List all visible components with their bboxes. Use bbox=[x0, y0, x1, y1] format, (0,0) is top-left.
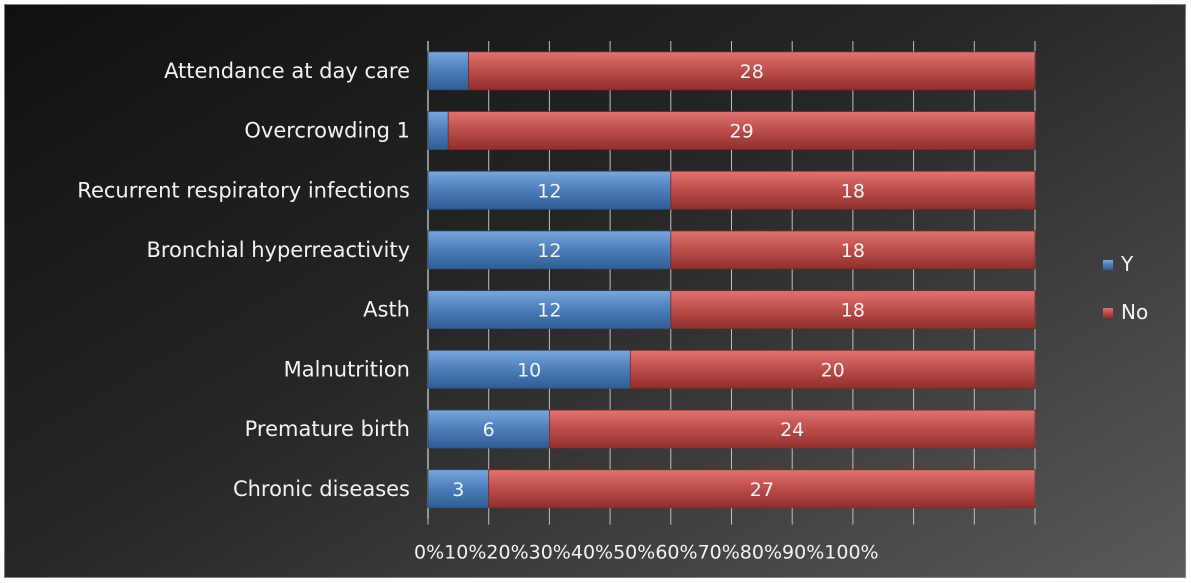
data-label: 18 bbox=[841, 180, 865, 202]
x-tick-label: 10% bbox=[444, 542, 486, 564]
x-tick-label: 90% bbox=[782, 542, 824, 564]
category-label: Bronchial hyperreactivity bbox=[146, 238, 410, 262]
data-label: 18 bbox=[841, 300, 865, 322]
data-label: 12 bbox=[537, 300, 561, 322]
legend-swatch-no bbox=[1103, 308, 1113, 318]
stacked-bar-chart: 0%10%20%30%40%50%60%70%80%90%100% 28 Atten… bbox=[77, 41, 1148, 564]
category-label: Overcrowding 1 bbox=[244, 119, 410, 143]
x-tick-label: 40% bbox=[571, 542, 613, 564]
bar-y bbox=[427, 51, 469, 91]
x-tick-label: 0% bbox=[414, 542, 444, 564]
bar-no bbox=[629, 349, 1036, 389]
x-tick-label: 20% bbox=[486, 542, 528, 564]
bar-y bbox=[427, 469, 490, 509]
chart-frame: 0%10%20%30%40%50%60%70%80%90%100% 28 Atten… bbox=[4, 4, 1186, 578]
bar-y bbox=[427, 230, 672, 270]
bar-y bbox=[427, 349, 631, 389]
x-tick-label: 70% bbox=[698, 542, 740, 564]
bar-y bbox=[427, 409, 550, 449]
data-label: 29 bbox=[730, 121, 754, 143]
category-label: Recurrent respiratory infections bbox=[77, 178, 410, 202]
data-label: 12 bbox=[537, 180, 561, 202]
data-label: 6 bbox=[483, 419, 495, 441]
data-label: 24 bbox=[780, 419, 804, 441]
category-label: Premature birth bbox=[245, 417, 410, 441]
data-label: 12 bbox=[537, 240, 561, 262]
data-label: 20 bbox=[821, 359, 845, 381]
bar-no bbox=[488, 469, 1036, 509]
x-tick-label: 100% bbox=[824, 542, 878, 564]
x-tick-labels: 0%10%20%30%40%50%60%70%80%90%100% bbox=[414, 542, 879, 564]
x-tick-label: 50% bbox=[613, 542, 655, 564]
bar-no bbox=[447, 111, 1036, 150]
legend-label-y: Y bbox=[1120, 252, 1134, 276]
x-tick-label: 80% bbox=[740, 542, 782, 564]
legend-label-no: No bbox=[1121, 300, 1148, 324]
bar-no bbox=[670, 230, 1036, 270]
bar-no bbox=[549, 409, 1036, 449]
x-tick-label: 30% bbox=[529, 542, 571, 564]
data-label: 18 bbox=[841, 240, 865, 262]
bar-no bbox=[670, 170, 1036, 210]
bar-y bbox=[427, 170, 672, 210]
data-label: 27 bbox=[750, 479, 774, 501]
x-tick-label: 60% bbox=[655, 542, 697, 564]
bar-y bbox=[427, 290, 672, 330]
data-label: 10 bbox=[517, 359, 541, 381]
category-label: Asth bbox=[363, 298, 410, 322]
labels: 0%10%20%30%40%50%60%70%80%90%100% 28 Atten… bbox=[77, 59, 878, 564]
category-label: Attendance at day care bbox=[164, 59, 410, 83]
data-label: 28 bbox=[740, 61, 764, 83]
bar-no bbox=[670, 290, 1036, 330]
category-label: Chronic diseases bbox=[233, 477, 410, 501]
bar-no bbox=[468, 51, 1036, 91]
bars bbox=[427, 51, 1036, 509]
data-label: 3 bbox=[452, 479, 464, 501]
legend-swatch-y bbox=[1103, 260, 1113, 270]
legend: Y No bbox=[1103, 252, 1148, 324]
category-label: Malnutrition bbox=[284, 357, 410, 381]
bar-y bbox=[427, 111, 449, 150]
